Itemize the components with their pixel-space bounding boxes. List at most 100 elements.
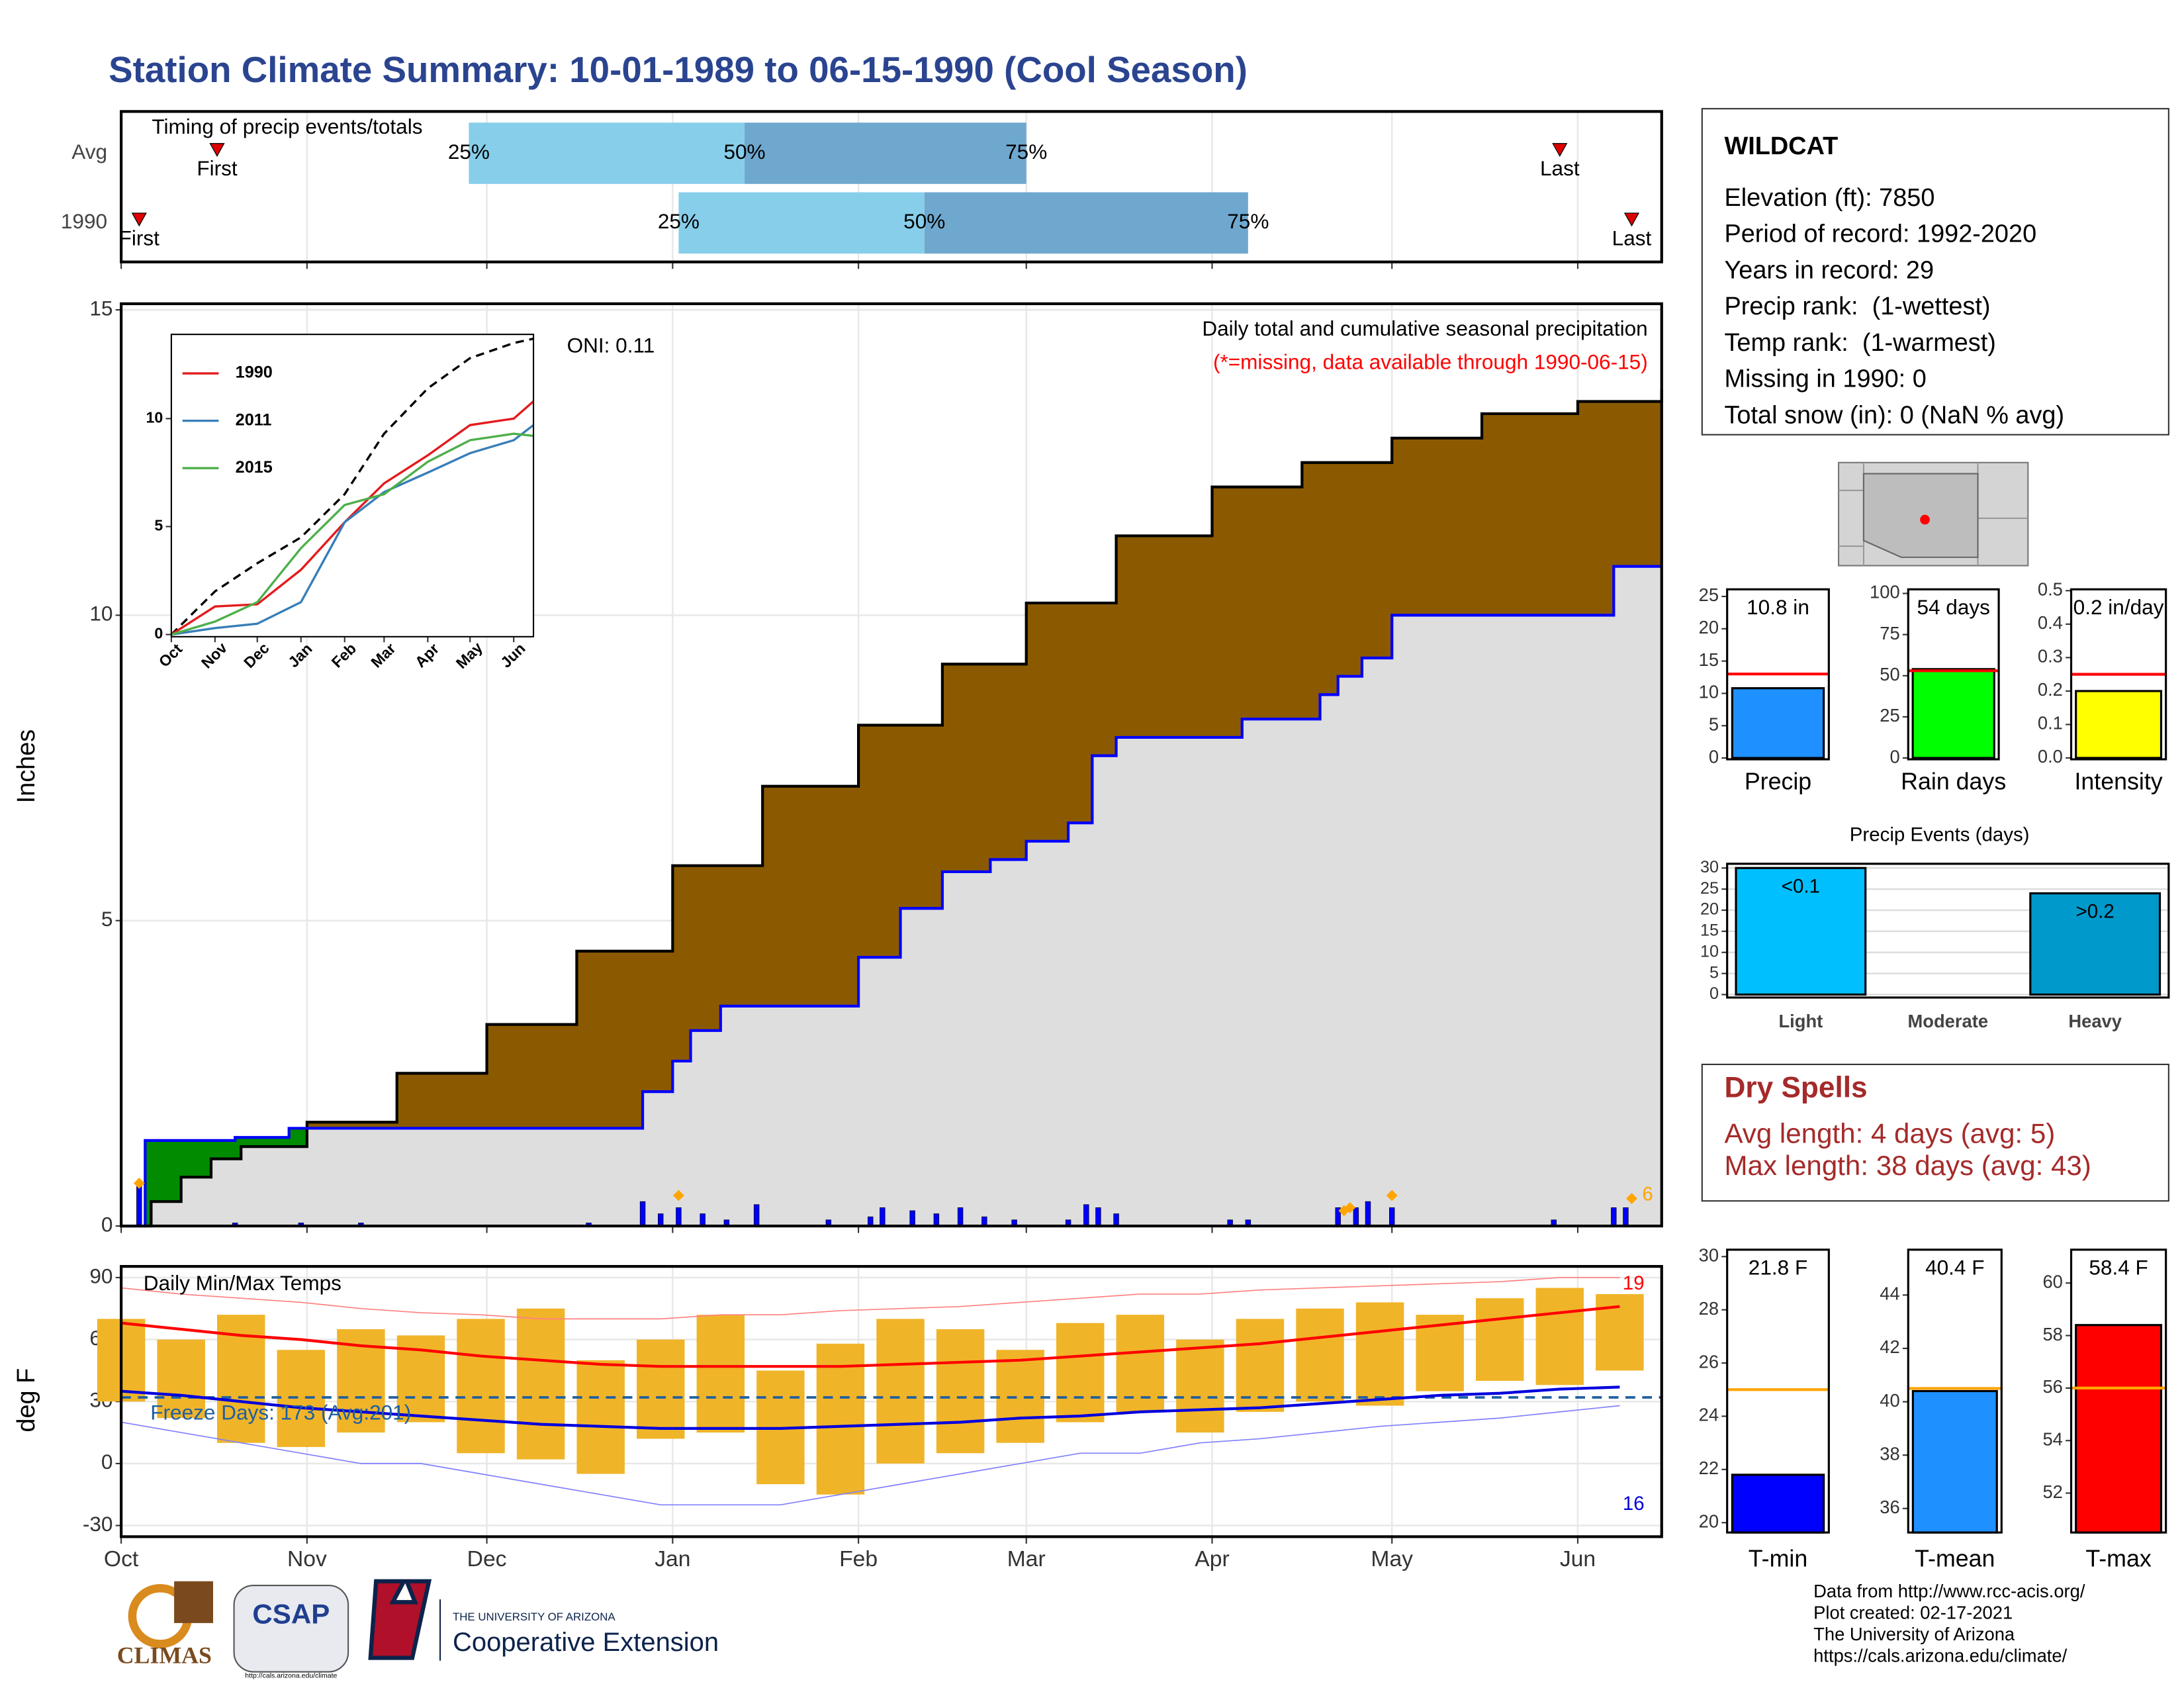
temps-title: Daily Min/Max Temps (144, 1271, 341, 1295)
daily-bar (1388, 1207, 1395, 1227)
extension-text: Cooperative Extension (453, 1628, 719, 1657)
y-tick-label: 44 (1880, 1284, 1899, 1304)
station-line: Temp rank: (1-warmest) (1724, 329, 1995, 357)
logos (128, 1579, 441, 1673)
event-marker (1552, 143, 1568, 158)
y-tick-label: 30 (1700, 858, 1719, 876)
y-tick-label: 38 (1880, 1443, 1899, 1464)
station-line: Years in record: 29 (1724, 256, 1934, 284)
cumulative-line (170, 400, 535, 635)
event-marker (1623, 212, 1640, 227)
station-line: Elevation (ft): 7850 (1724, 184, 1934, 212)
panel-title: Precip Events (days) (1850, 824, 2030, 846)
quartile-label: 50% (723, 140, 765, 164)
daily-bar (1083, 1204, 1089, 1227)
temp-range-bar (816, 1343, 865, 1495)
flag-marker (1344, 1201, 1356, 1213)
daily-bar (957, 1207, 964, 1227)
cumulative-line (121, 389, 1663, 1228)
y-tick-label: 15 (1699, 649, 1719, 670)
oni-label: ONI: 0.11 (567, 333, 655, 357)
daily-bar (880, 1207, 886, 1227)
y-tick-label: 30 (1699, 1245, 1719, 1266)
y-tick-label: 50 (1880, 664, 1899, 684)
footer-line: Data from http://www.rcc-acis.org/ (1813, 1581, 2085, 1601)
plot-frame (2070, 588, 2167, 761)
y-tick-label: 90 (89, 1264, 113, 1288)
quartile-label: 75% (1227, 209, 1269, 233)
temp-range-bar (157, 1339, 205, 1419)
y-tick-label: 10 (1700, 942, 1719, 961)
y-tick-label: 54 (2042, 1429, 2062, 1449)
daily-bar (1365, 1201, 1371, 1227)
legend-label: 2011 (236, 410, 272, 429)
cumulative-line (170, 338, 534, 635)
plot-frame (1907, 1248, 2003, 1534)
temp-range-bar (1116, 1315, 1165, 1412)
quartile-bar (469, 122, 745, 184)
quartile-bar (924, 192, 1248, 254)
temp-range-bar (876, 1319, 925, 1464)
category-label: Moderate (1907, 1011, 1988, 1031)
y-tick-label: 22 (1699, 1458, 1719, 1478)
event-label: First (197, 156, 238, 180)
x-tick-label: Nov (287, 1547, 327, 1571)
event-label: Last (1612, 226, 1652, 250)
category-label: Intensity (2074, 768, 2162, 794)
plot-frame (119, 110, 1663, 263)
temp-range-bar (576, 1360, 625, 1474)
station-dot (1920, 514, 1930, 525)
event-marker (209, 143, 225, 158)
quartile-label: 75% (1005, 140, 1047, 164)
y-axis-label: Inches (13, 729, 40, 804)
y-tick-label: 75 (1880, 623, 1899, 643)
arizona-logo (368, 1579, 432, 1660)
y-tick-label: 56 (2042, 1376, 2062, 1397)
flag-marker (133, 1178, 145, 1189)
quartile-bar (745, 122, 1026, 184)
climas-logo-block (174, 1581, 214, 1623)
cumulative-line (171, 432, 534, 636)
temp-range-bar (277, 1350, 326, 1447)
cumulative-line (121, 565, 1662, 1228)
daily-bar (639, 1201, 646, 1227)
legend-label: 2015 (236, 458, 273, 477)
plot-frame (1726, 863, 2170, 999)
x-tick-label: Jan (655, 1547, 690, 1571)
y-tick-label: 5 (154, 517, 163, 534)
daily-bar (700, 1213, 705, 1227)
bar (1731, 687, 1825, 759)
csap-url: http://cals.arizona.edu/climate (245, 1672, 337, 1680)
y-tick-label: 42 (1880, 1336, 1899, 1357)
plot-frame (1907, 588, 2000, 761)
x-tick-label: May (1371, 1547, 1413, 1571)
y-tick-label: 0 (101, 1450, 113, 1474)
plot-background (171, 334, 534, 637)
cumulative-line (171, 424, 535, 636)
category-label: Precip (1745, 768, 1811, 794)
x-tick-label: Jun (1560, 1547, 1596, 1571)
category-label: Heavy (2068, 1011, 2122, 1031)
dry-spells-line: Avg length: 4 days (avg: 5) (1724, 1117, 2055, 1149)
value-label: 58.4 F (2089, 1256, 2148, 1280)
bar (1735, 867, 1867, 996)
plot-frame (119, 302, 1663, 1228)
y-tick-label: 40 (1880, 1390, 1899, 1411)
y-tick-label: 10 (89, 602, 113, 626)
y-tick-label: 10 (146, 408, 163, 426)
legend-label: 1990 (236, 363, 273, 382)
daily-bar (1095, 1207, 1101, 1227)
y-tick-label: -30 (83, 1512, 113, 1536)
footer-line: Plot created: 02-17-2021 (1813, 1602, 2013, 1622)
y-tick-label: 5 (1709, 963, 1719, 982)
station-box (1701, 108, 2169, 436)
temp-range-bar (1056, 1323, 1105, 1423)
daily-bar (753, 1204, 760, 1227)
csap-text: CSAP (252, 1598, 330, 1629)
dry-spells-line: Max length: 38 days (avg: 43) (1724, 1150, 2091, 1181)
temp-range-bar (996, 1350, 1044, 1443)
freeze-label: Freeze Days: 173 (Avg:201) (150, 1401, 411, 1425)
value-label: <0.1 (1782, 876, 1820, 898)
plot-frame (1726, 588, 1830, 761)
plot-frame (2070, 1248, 2167, 1534)
